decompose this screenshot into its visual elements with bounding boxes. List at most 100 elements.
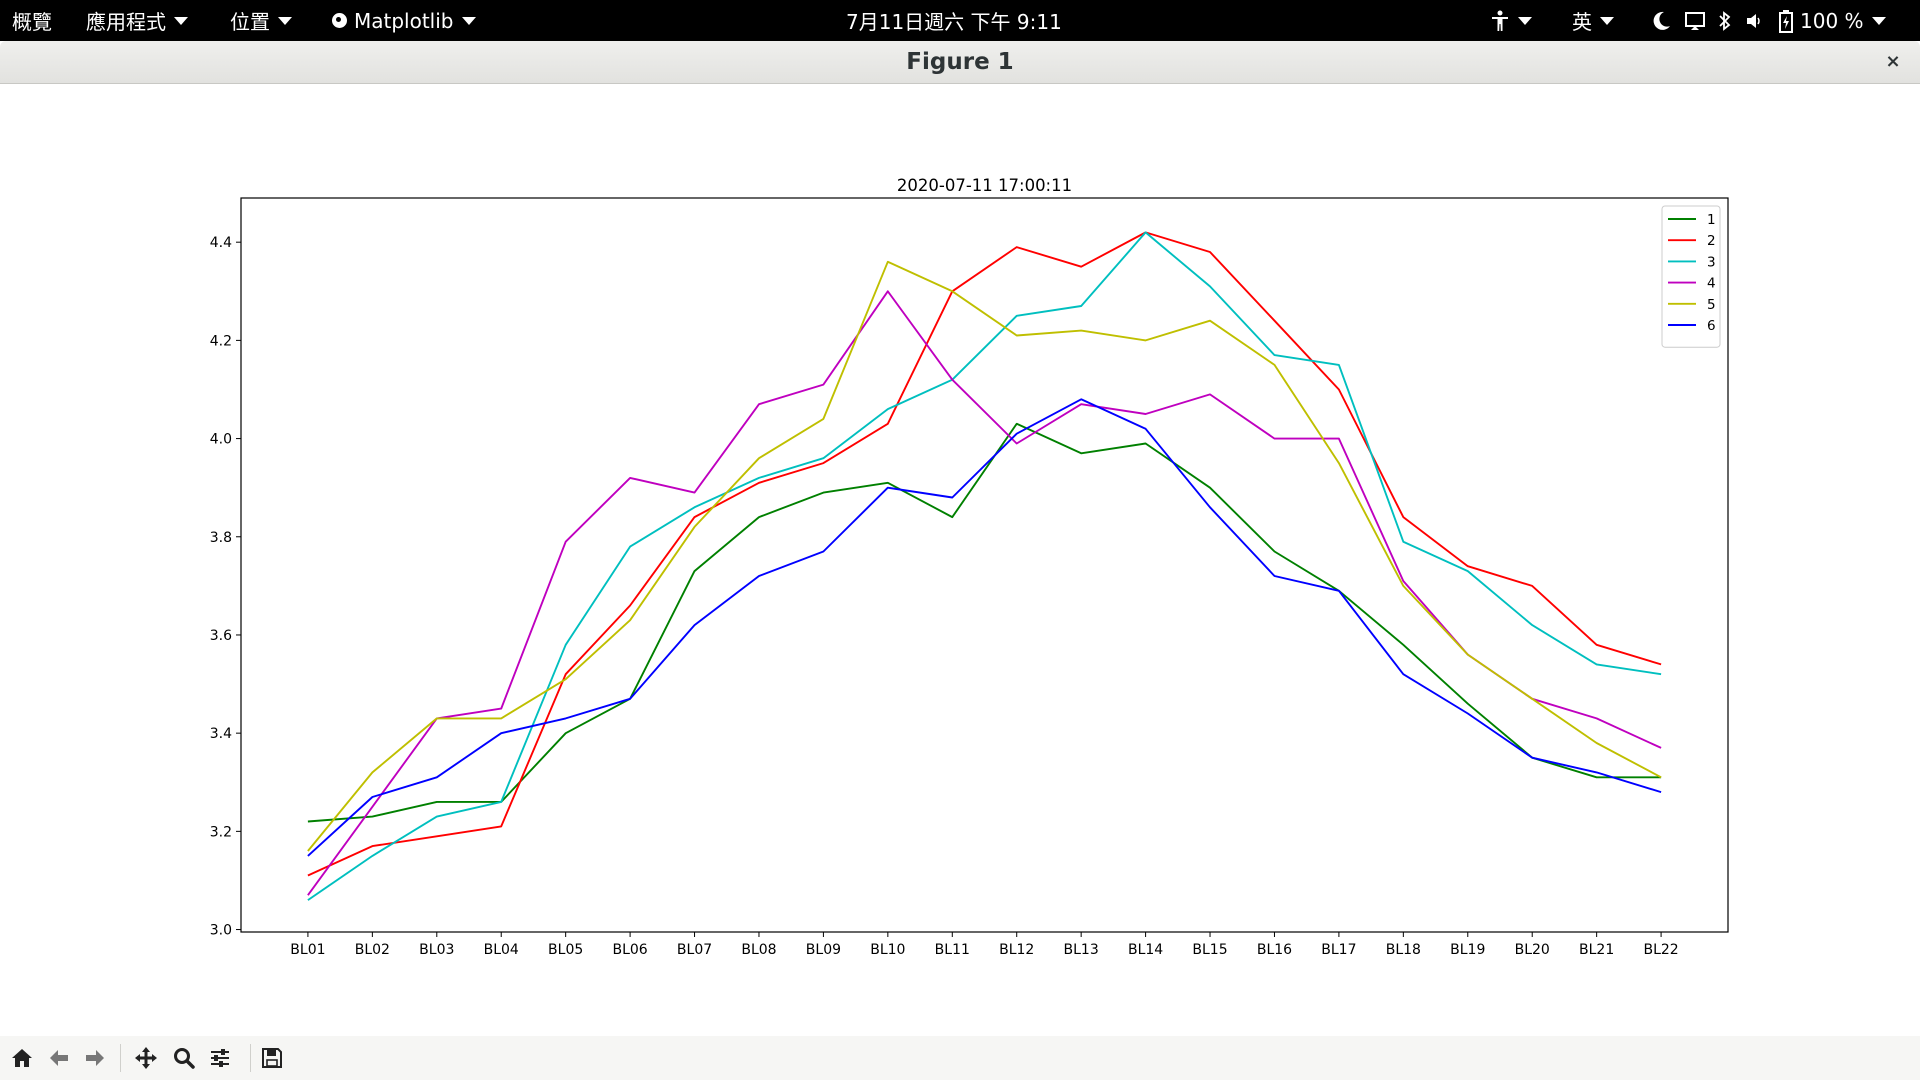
floppy-disk-icon	[262, 1048, 282, 1068]
x-axis: BL01 BL02 BL03 BL04 BL05 BL06 BL07 BL08 BL09 BL10…	[290, 932, 1679, 958]
series-line-6	[307, 398, 1662, 857]
close-button[interactable]: ×	[1885, 51, 1901, 72]
back-button[interactable]	[43, 1042, 75, 1074]
app-menu-label: Matplotlib	[354, 8, 454, 33]
home-icon	[12, 1049, 32, 1067]
x-tick-label: BL06	[612, 942, 647, 958]
chevron-down-icon	[1518, 16, 1532, 25]
x-tick-label: BL08	[741, 942, 776, 958]
battery-icon	[1779, 9, 1793, 33]
arrow-right-icon	[86, 1050, 104, 1066]
input-method-label: 英	[1572, 10, 1592, 34]
clock-label: 7月11日週六 下午 9:11	[846, 10, 1062, 34]
y-tick-label: 3.8	[210, 530, 232, 546]
y-tick-label: 4.4	[210, 235, 232, 251]
arrow-left-icon	[50, 1050, 68, 1066]
magnifier-icon	[174, 1048, 195, 1069]
toolbar-separator	[120, 1044, 121, 1072]
bluetooth-icon	[1719, 10, 1731, 31]
clock[interactable]: 7月11日週六 下午 9:11	[846, 0, 1062, 41]
x-tick-label: BL01	[290, 942, 325, 958]
screen-icon	[1685, 11, 1705, 30]
x-tick-label: BL17	[1321, 942, 1356, 958]
legend-label-4: 4	[1707, 276, 1716, 292]
x-tick-label: BL02	[355, 942, 390, 958]
x-tick-label: BL03	[419, 942, 454, 958]
y-tick-label: 3.6	[210, 628, 232, 644]
toolbar-separator	[250, 1044, 251, 1072]
y-tick-label: 4.2	[210, 333, 232, 349]
app-menu[interactable]: Matplotlib	[332, 0, 476, 41]
configure-subplots-button[interactable]	[204, 1042, 236, 1074]
window-titlebar[interactable]: Figure 1 ×	[0, 41, 1920, 84]
series-lines	[307, 231, 1662, 901]
applications-label: 應用程式	[86, 10, 166, 34]
x-tick-label: BL07	[677, 942, 712, 958]
series-line-1	[307, 422, 1662, 823]
x-tick-label: BL20	[1515, 942, 1550, 958]
x-tick-label: BL18	[1386, 942, 1421, 958]
x-tick-label: BL14	[1128, 942, 1163, 958]
pan-button[interactable]	[130, 1042, 162, 1074]
y-tick-label: 3.4	[210, 726, 232, 742]
x-tick-label: BL11	[935, 942, 970, 958]
activities-button[interactable]: 概覽	[12, 0, 52, 41]
chart-title: 2020-07-11 17:00:11	[897, 176, 1072, 195]
navigation-toolbar	[0, 1036, 1920, 1080]
figure-canvas[interactable]: 2020-07-11 17:00:11 3.0 3.2 3.4 3.6 3.8 4.0 4.…	[0, 84, 1920, 1036]
accessibility-menu[interactable]	[1490, 0, 1532, 41]
legend-label-3: 3	[1707, 254, 1716, 270]
chevron-down-icon	[1600, 16, 1614, 25]
applications-menu[interactable]: 應用程式	[86, 0, 188, 41]
volume-icon	[1747, 13, 1760, 28]
system-status-menu[interactable]: 100 %	[1650, 0, 1886, 41]
legend-label-5: 5	[1707, 297, 1716, 313]
legend-box	[1661, 205, 1721, 348]
series-line-2	[307, 231, 1662, 877]
x-tick-label: BL21	[1579, 942, 1614, 958]
move-icon	[135, 1047, 157, 1069]
x-tick-label: BL19	[1450, 942, 1485, 958]
chevron-down-icon	[278, 16, 292, 25]
x-tick-label: BL05	[548, 942, 583, 958]
night-light-icon	[1653, 11, 1670, 30]
matplotlib-icon	[332, 13, 347, 28]
legend-label-1: 1	[1707, 212, 1716, 228]
y-tick-label: 3.2	[210, 824, 232, 840]
x-tick-label: BL13	[1064, 942, 1099, 958]
series-line-3	[307, 231, 1662, 901]
home-button[interactable]	[6, 1042, 38, 1074]
legend-label-2: 2	[1707, 233, 1716, 249]
x-tick-label: BL16	[1257, 942, 1292, 958]
accessibility-icon	[1492, 10, 1508, 31]
chevron-down-icon	[174, 16, 188, 25]
x-tick-label: BL10	[870, 942, 905, 958]
chevron-down-icon	[1871, 16, 1886, 25]
series-line-5	[307, 260, 1662, 852]
x-tick-label: BL12	[999, 942, 1034, 958]
battery-label: 100 %	[1800, 8, 1864, 33]
axes-frame	[240, 197, 1729, 933]
x-tick-label: BL22	[1643, 942, 1678, 958]
chevron-down-icon	[461, 16, 476, 25]
legend-label-6: 6	[1707, 318, 1716, 334]
sliders-icon	[211, 1049, 229, 1067]
forward-button[interactable]	[79, 1042, 111, 1074]
window-title: Figure 1	[906, 49, 1014, 75]
save-button[interactable]	[256, 1042, 288, 1074]
x-tick-label: BL15	[1192, 942, 1227, 958]
legend: 1 2 3 4 5 6	[1661, 205, 1721, 348]
x-tick-label: BL09	[806, 942, 841, 958]
line-chart: 2020-07-11 17:00:11 3.0 3.2 3.4 3.6 3.8 4.0 4.…	[210, 176, 1729, 958]
activities-label: 概覽	[12, 10, 52, 34]
top-bar: 概覽 應用程式 位置 Matplotlib 7月11日週六 下午 9:11 英 …	[0, 0, 1920, 41]
y-axis: 3.0 3.2 3.4 3.6 3.8 4.0 4.2 4.4	[210, 235, 241, 939]
x-tick-label: BL04	[484, 942, 519, 958]
zoom-button[interactable]	[168, 1042, 200, 1074]
input-method-menu[interactable]: 英	[1572, 0, 1614, 41]
places-label: 位置	[230, 10, 270, 34]
y-tick-label: 4.0	[210, 432, 232, 448]
y-tick-label: 3.0	[210, 923, 232, 939]
series-line-4	[307, 290, 1662, 896]
places-menu[interactable]: 位置	[230, 0, 292, 41]
